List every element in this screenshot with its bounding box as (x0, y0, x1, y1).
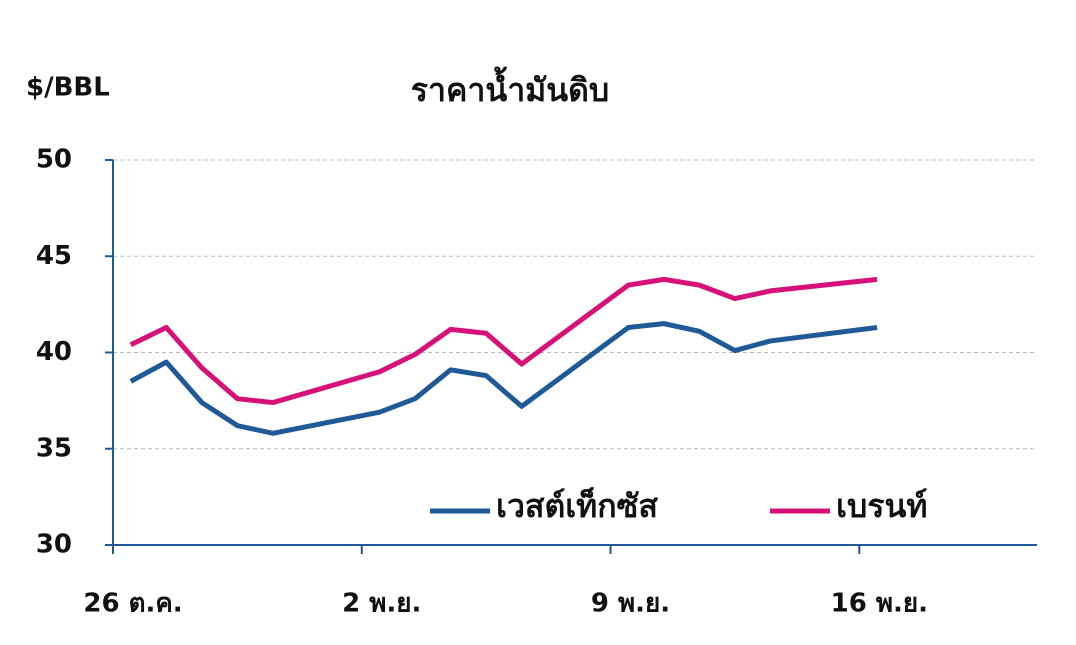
line-series (129, 276, 878, 406)
line-series (129, 321, 878, 436)
chart-title: ราคาน้ำมันดิบ (411, 66, 609, 109)
x-tick-label: 16 พ.ย. (831, 589, 928, 619)
x-tick-label: 9 พ.ย. (591, 589, 670, 619)
y-tick-label: 35 (36, 433, 72, 463)
y-tick-label: 40 (36, 337, 72, 367)
legend-label: เบรนท์ (836, 487, 927, 525)
x-tick-label: 26 ต.ค. (83, 589, 182, 619)
y-axis-label: $/BBL (26, 73, 110, 103)
y-tick-label: 30 (36, 530, 72, 560)
y-tick-label: 50 (36, 145, 72, 175)
x-tick-label: 2 พ.ย. (342, 589, 421, 619)
legend-label: เวสต์เท็กซัส (496, 486, 658, 525)
y-tick-label: 45 (36, 241, 72, 271)
